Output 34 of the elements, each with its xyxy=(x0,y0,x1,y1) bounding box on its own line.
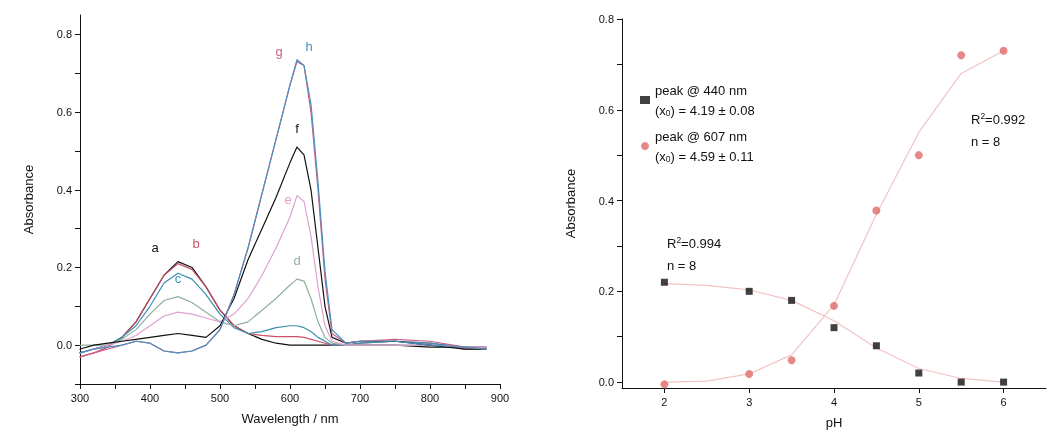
x-tick-label: 5 xyxy=(915,395,922,408)
y-tick-label: 0.4 xyxy=(56,183,72,196)
y-tick-label: 0.6 xyxy=(56,106,72,119)
x-tick-label: 600 xyxy=(280,391,300,404)
series-label: g xyxy=(275,43,283,59)
x-axis-title: pH xyxy=(825,415,843,430)
x-tick-label: 900 xyxy=(490,391,510,404)
series-label: f xyxy=(295,121,300,137)
x-tick-label: 400 xyxy=(140,391,160,404)
y-tick-label: 0.8 xyxy=(56,28,72,41)
x-tick-label: 4 xyxy=(830,395,838,408)
y-tick-label: 0.2 xyxy=(56,261,72,274)
series-label: c xyxy=(174,271,182,287)
y-axis-title: Absorbance xyxy=(563,168,578,239)
series-label: h xyxy=(305,38,313,54)
series-label: d xyxy=(293,253,301,269)
series-label: a xyxy=(151,239,160,255)
y-tick-label: 0.0 xyxy=(598,376,614,389)
y-tick-label: 0.6 xyxy=(598,103,614,116)
y-axis-title: Absorbance xyxy=(21,164,36,235)
x-tick-label: 700 xyxy=(350,391,370,404)
series-label: b xyxy=(192,235,200,251)
series-label: e xyxy=(284,191,292,207)
y-tick-label: 0.0 xyxy=(56,339,72,352)
y-tick-label: 0.2 xyxy=(598,285,614,298)
x-tick-label: 500 xyxy=(210,391,230,404)
x-tick-label: 800 xyxy=(420,391,440,404)
x-tick-label: 300 xyxy=(70,391,90,404)
y-tick-label: 0.8 xyxy=(598,13,614,25)
x-tick-label: 6 xyxy=(1000,395,1007,408)
x-tick-label: 3 xyxy=(746,395,753,408)
x-axis-title: Wavelength / nm xyxy=(241,411,339,426)
x-tick-label: 2 xyxy=(661,395,668,408)
y-tick-label: 0.4 xyxy=(598,194,614,207)
